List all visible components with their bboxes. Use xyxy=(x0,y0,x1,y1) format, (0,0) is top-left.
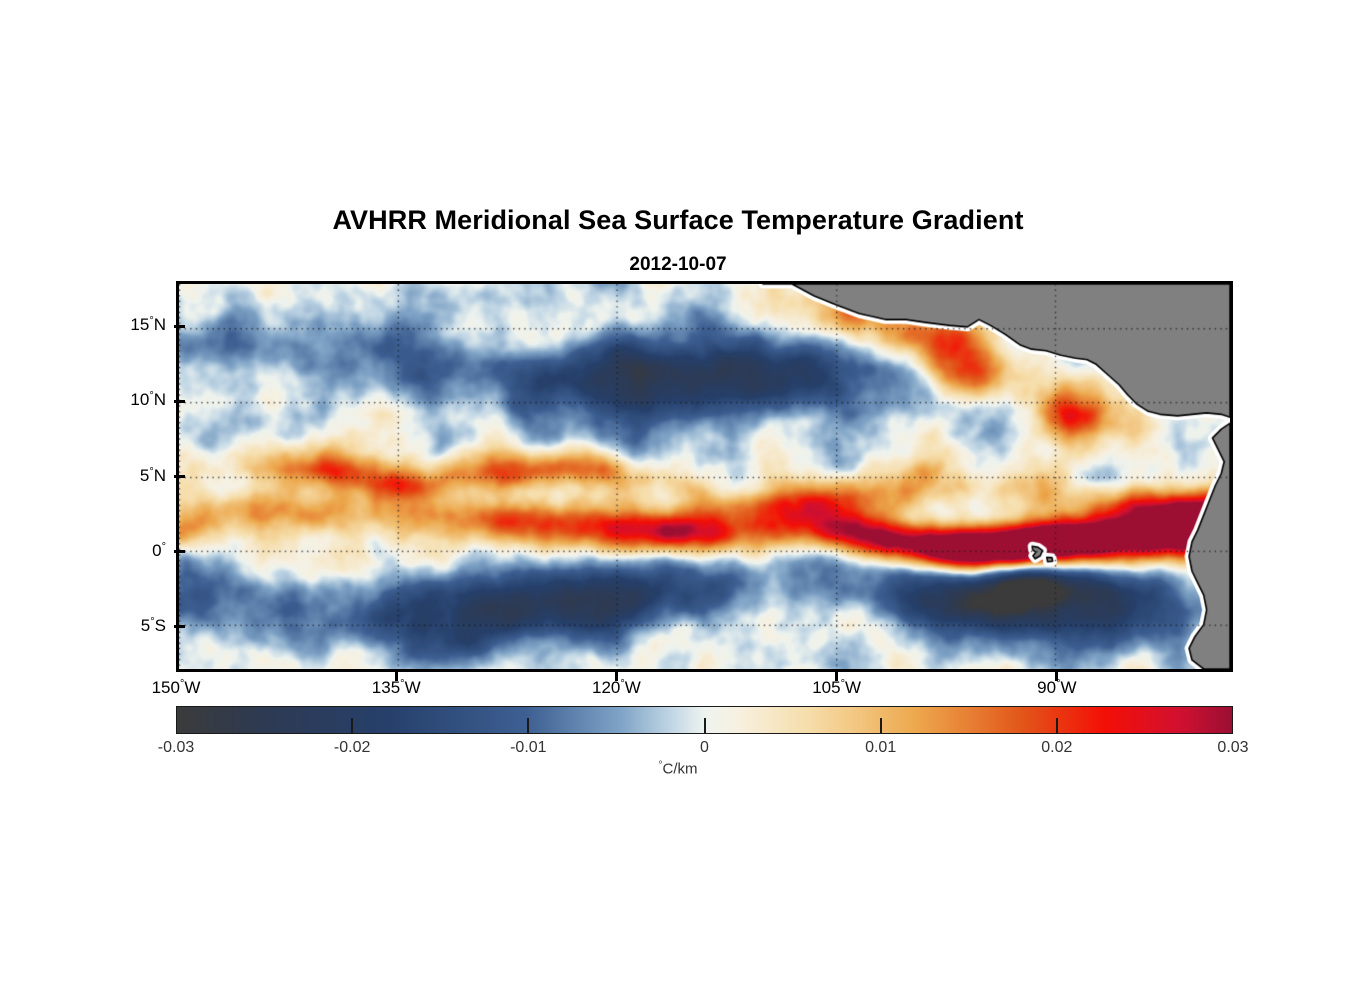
colorbar-tick-label: 0.01 xyxy=(865,739,897,756)
colorbar-tick-mark xyxy=(527,718,530,734)
y-axis-tick-label: 15°N xyxy=(130,315,166,335)
y-axis-tick-mark xyxy=(174,550,185,554)
colorbar-tick-mark xyxy=(879,718,882,734)
colorbar-tick-label: 0 xyxy=(700,739,709,756)
map-plot-area xyxy=(176,281,1233,672)
y-axis-tick-mark xyxy=(174,399,185,403)
y-axis-tick-label: 10°N xyxy=(130,390,166,410)
land-mask-layer xyxy=(179,284,1230,669)
x-axis-tick-label: 120°W xyxy=(591,678,641,698)
y-axis-tick-label: 0° xyxy=(152,540,166,560)
y-axis-tick-mark xyxy=(174,475,185,478)
x-axis-tick-label: 105°W xyxy=(812,678,862,698)
colorbar-tick-label: 0.03 xyxy=(1217,739,1249,756)
colorbar-tick-mark xyxy=(1055,718,1058,734)
colorbar-tick-mark xyxy=(351,718,354,734)
colorbar-tick-label: -0.01 xyxy=(510,739,547,756)
x-axis-tick-mark xyxy=(614,670,618,681)
figure-subtitle: 2012-10-07 xyxy=(629,254,727,275)
x-axis-tick-label: 90°W xyxy=(1037,678,1077,698)
y-axis-tick-mark xyxy=(174,324,185,328)
colorbar-units-label: °C/km xyxy=(658,760,698,778)
colorbar-tick-label: -0.03 xyxy=(157,739,195,756)
x-axis-tick-mark xyxy=(1055,670,1059,681)
x-axis-tick-label: 135°W xyxy=(371,678,421,698)
x-axis-tick-label: 150°W xyxy=(151,678,201,698)
y-axis-tick-mark xyxy=(174,625,185,629)
x-axis-tick-mark xyxy=(835,670,839,681)
colorbar-tick-label: -0.02 xyxy=(333,739,371,756)
figure-title: AVHRR Meridional Sea Surface Temperature… xyxy=(332,205,1024,235)
x-axis-tick-mark xyxy=(394,670,398,681)
y-axis-tick-label: 5°N xyxy=(139,465,166,485)
colorbar-tick-mark xyxy=(703,718,706,734)
map-clip xyxy=(179,284,1230,669)
y-axis-tick-label: 5°S xyxy=(140,615,166,635)
colorbar-tick-label: 0.02 xyxy=(1041,739,1073,756)
